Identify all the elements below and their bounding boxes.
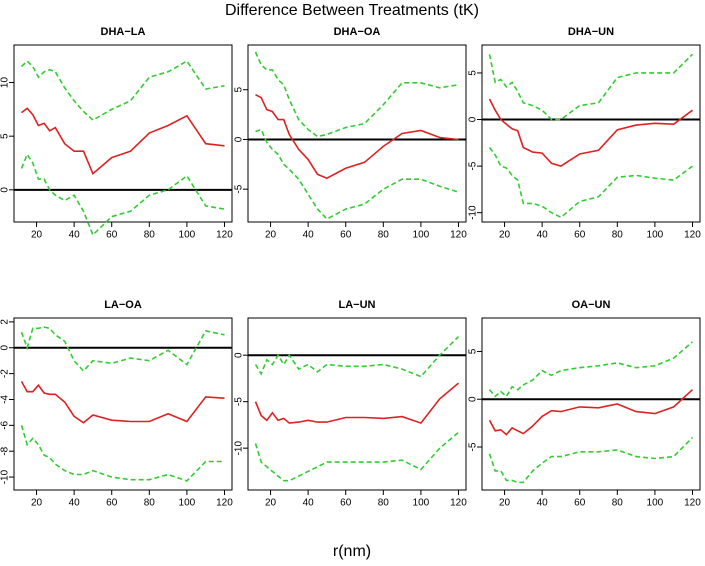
series-line [255,93,459,180]
x-tick-label: 100 [179,498,196,509]
y-tick-label: -5 [468,442,479,451]
y-tick-label: -5 [468,161,479,170]
y-tick-label: -8 [0,446,11,455]
x-tick-label: 40 [69,230,81,241]
x-tick-label: 80 [144,230,156,241]
x-tick-label: 100 [413,230,430,241]
series-line [488,53,694,121]
series-line [254,382,460,425]
x-tick-label: 40 [303,498,315,509]
y-tick-label: -5 [234,397,245,406]
y-tick-label: -6 [0,420,11,429]
y-tick-label: 0 [468,396,479,402]
x-tick-label: 40 [303,230,315,241]
series-line [20,425,225,482]
x-tick-label: 20 [265,498,277,509]
x-tick-label: 20 [31,498,43,509]
y-tick-label: 5 [0,133,11,139]
panel-title: DHA−UN [568,26,614,38]
series-line [20,59,225,122]
x-tick-label: 120 [684,498,701,509]
series-line [488,341,694,398]
x-tick-label: 60 [106,230,118,241]
panel-title: DHA−LA [101,26,146,38]
x-tick-label: 20 [499,230,511,241]
x-tick-label: 100 [413,498,430,509]
y-tick-label: -5 [234,184,245,193]
series-line [254,431,460,482]
x-tick-label: 40 [537,498,549,509]
x-tick-label: 100 [179,230,196,241]
x-tick-label: 60 [340,230,352,241]
series-line [488,98,693,167]
panel-title: OA−UN [572,299,611,311]
y-tick-label: -10 [468,205,479,220]
y-tick-label: 0 [0,345,11,351]
y-tick-label: -10 [0,469,11,484]
x-tick-label: 60 [106,498,118,509]
y-tick-label: 5 [468,70,479,76]
y-tick-label: -2 [0,369,11,378]
x-tick-label: 60 [574,498,586,509]
x-tick-label: 80 [144,498,156,509]
plot-frame [481,317,701,491]
x-tick-label: 120 [450,498,467,509]
x-tick-label: 120 [216,230,233,241]
y-tick-label: 5 [234,87,245,93]
series-line [488,436,694,484]
y-tick-label: 10 [0,77,11,89]
x-tick-label: 100 [647,498,664,509]
series-line [21,107,225,176]
x-tick-label: 20 [265,230,277,241]
plot-frame [13,44,233,223]
x-tick-label: 80 [378,230,390,241]
panel-title: LA−OA [104,299,142,311]
plot-frame [247,317,467,491]
y-tick-label: -4 [0,395,11,404]
x-axis-label: r(nm) [333,543,371,560]
y-tick-label: 0 [234,352,245,358]
x-tick-label: 120 [450,230,467,241]
x-tick-label: 120 [684,230,701,241]
panel-title: DHA−OA [334,26,381,38]
series-line [255,128,459,220]
series-line [488,389,694,436]
y-tick-label: 2 [0,319,11,325]
x-tick-label: 60 [574,230,586,241]
y-tick-label: 5 [468,348,479,354]
panel-title: LA−UN [339,299,376,311]
x-tick-label: 120 [216,498,233,509]
series-line [20,326,225,373]
x-tick-label: 40 [69,498,81,509]
x-tick-label: 40 [537,230,549,241]
plot-frame [13,317,233,491]
x-tick-label: 100 [647,230,664,241]
x-tick-label: 80 [612,498,624,509]
plot-frame [247,44,467,223]
x-tick-label: 20 [499,498,511,509]
y-tick-label: -10 [234,440,245,455]
series-line [254,51,459,138]
x-tick-label: 80 [612,230,624,241]
plot-frame [481,44,701,223]
chart-title: Difference Between Treatments (tK) [225,2,479,19]
series-line [254,336,460,378]
x-tick-label: 60 [340,498,352,509]
y-tick-label: 0 [234,136,245,142]
y-tick-label: 0 [468,116,479,122]
series-line [20,152,225,237]
series-line [20,381,225,424]
series-line [488,147,693,219]
x-tick-label: 20 [31,230,43,241]
y-tick-label: 0 [0,187,11,193]
x-tick-label: 80 [378,498,390,509]
